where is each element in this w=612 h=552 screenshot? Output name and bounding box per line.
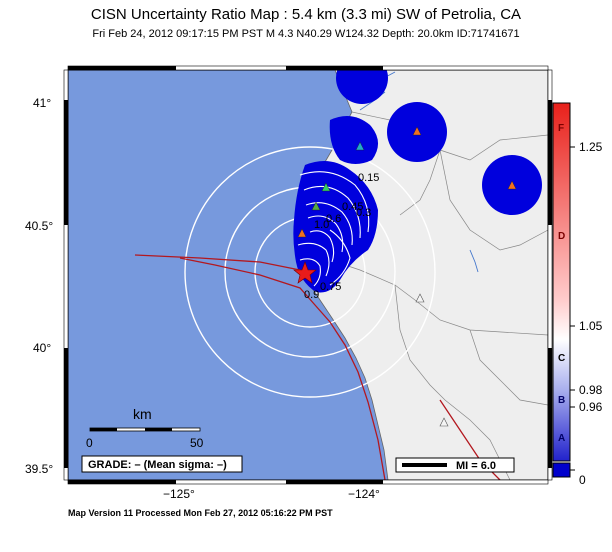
colorbar-value: 0.96 — [579, 400, 603, 414]
map-frame — [63, 65, 553, 485]
colorbar-value: 0 — [579, 473, 586, 487]
contour-label: 0.45 — [342, 201, 363, 213]
map-title: CISN Uncertainty Ratio Map : 5.4 km (3.3… — [90, 6, 522, 23]
scale-unit: km — [133, 406, 152, 422]
contour-labels: 0.15 0.75 0.9 1.0 0.45 0.3 0.6 — [304, 172, 379, 301]
contour-label: 1.0 — [314, 219, 329, 231]
mi-legend-box — [395, 457, 515, 473]
scale-right: 50 — [190, 436, 204, 450]
contour-label: 0.9 — [304, 289, 319, 301]
mi-legend-line — [402, 463, 447, 467]
contour-label: 0.6 — [326, 213, 341, 225]
colorbar-letter: B — [558, 395, 565, 406]
mi-legend-text: MI = 6.0 — [456, 460, 496, 472]
colorbar: 1.25 1.05 0.98 0.96 0 F D C B A — [552, 102, 603, 487]
station-blobs — [293, 70, 542, 293]
colorbar-value: 1.25 — [579, 140, 603, 154]
colorbar-letter: C — [558, 353, 565, 364]
scale-bar: km 0 50 — [86, 406, 204, 450]
colorbar-letter: A — [558, 433, 565, 444]
lat-label: 40.5° — [25, 219, 54, 233]
lat-label: 40° — [33, 341, 52, 355]
grade-box — [81, 455, 243, 473]
grade-text: GRADE: – (Mean sigma: –) — [88, 459, 227, 471]
colorbar-value: 0.98 — [579, 383, 603, 397]
scale-left: 0 — [86, 436, 93, 450]
map-body — [68, 70, 548, 480]
lon-label: −125° — [163, 487, 195, 501]
lat-label: 41° — [33, 96, 52, 110]
event-details: Fri Feb 24, 2012 09:17:15 PM PST M 4.3 N… — [92, 28, 520, 40]
lon-label: −124° — [348, 487, 380, 501]
lat-label: 39.5° — [25, 462, 54, 476]
epicenter-star — [293, 261, 317, 284]
contour-label: 0.3 — [356, 207, 371, 219]
contour-lines — [297, 171, 370, 287]
processing-info: Map Version 11 Processed Mon Feb 27, 201… — [68, 508, 333, 518]
county-lines — [329, 111, 548, 480]
contour-label: 0.75 — [320, 281, 341, 293]
colorbar-letter: D — [558, 231, 565, 242]
colorbar-letter: F — [558, 123, 564, 134]
station-triangles — [297, 126, 517, 427]
colorbar-value: 1.05 — [579, 319, 603, 333]
contour-label: 0.15 — [358, 172, 379, 184]
